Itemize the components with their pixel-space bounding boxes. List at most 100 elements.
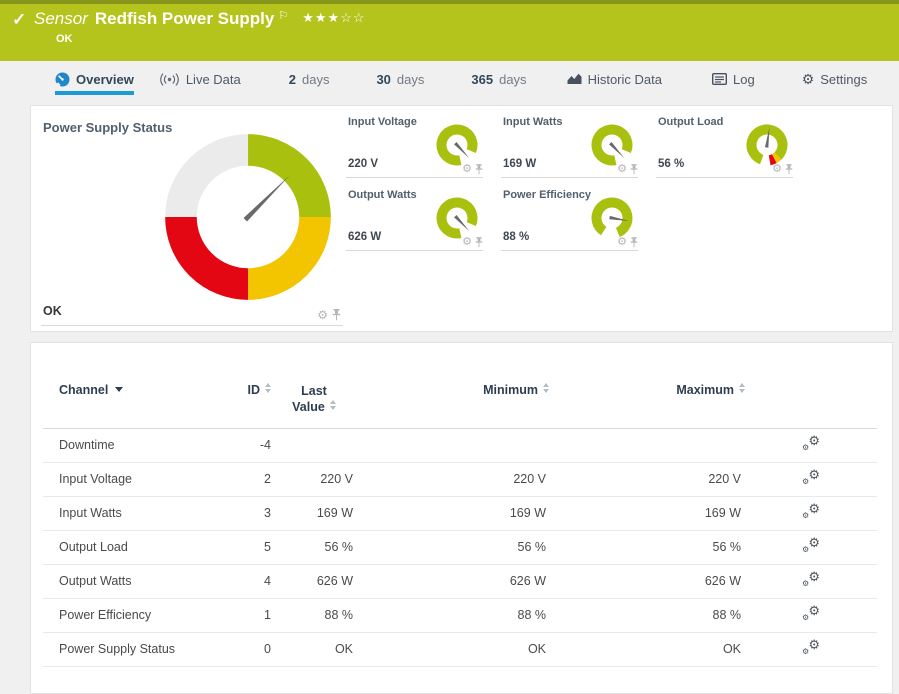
channel-minimum: 56 % [357, 530, 551, 565]
column-header-actions [745, 343, 877, 429]
tile-actions: ⚙ [317, 309, 341, 321]
gauge-needle [243, 175, 290, 222]
tab-settings[interactable]: ⚙ Settings [802, 61, 868, 95]
channel-settings-icon[interactable]: ⚙ ⚙ [802, 603, 820, 622]
channel-id: 0 [206, 632, 271, 667]
channel-settings-icon[interactable]: ⚙ ⚙ [802, 569, 820, 588]
power-efficiency-gauge[interactable] [588, 193, 636, 241]
sort-icon [543, 383, 549, 393]
channel-id: 5 [206, 530, 271, 565]
pin-icon[interactable] [332, 309, 341, 321]
gauge-settings-icon[interactable]: ⚙ [617, 163, 627, 175]
gauge-needle [764, 127, 770, 148]
gauges-panel: Power Supply Status OK ⚙ Input Voltage [30, 105, 893, 332]
input-voltage-gauge[interactable] [433, 120, 481, 168]
gauge-title: Input Watts [503, 116, 563, 128]
tab-365-days[interactable]: 365 days [471, 61, 526, 95]
tile-actions: ⚙ [772, 164, 793, 175]
channel-actions-cell: ⚙ ⚙ [745, 564, 877, 599]
gauge-needle [454, 142, 470, 159]
gauge-segment-gray [165, 134, 331, 300]
gauge-settings-icon[interactable]: ⚙ [462, 163, 472, 175]
channel-last-value [271, 428, 357, 463]
tab-live-data[interactable]: Live Data [159, 61, 241, 95]
output-load-gauge[interactable] [743, 120, 791, 168]
tab-number: 30 [376, 71, 391, 87]
column-header-last-value[interactable]: Last Value [271, 343, 357, 429]
channel-settings-icon[interactable]: ⚙ ⚙ [802, 637, 820, 656]
tile-actions: ⚙ [462, 164, 483, 175]
channel-name: Power Supply Status [43, 632, 206, 667]
gauge-settings-icon[interactable]: ⚙ [617, 236, 627, 248]
channel-id: 3 [206, 496, 271, 531]
sort-icon [739, 383, 745, 393]
channel-maximum: 169 W [551, 496, 745, 531]
channel-minimum [357, 428, 551, 463]
pin-icon[interactable] [475, 164, 483, 175]
tab-number: 2 [288, 71, 296, 87]
input-voltage-gauge-tile: Input Voltage 220 V ⚙ [346, 114, 483, 178]
channel-id: -4 [206, 428, 271, 463]
table-row: Output Load 5 56 % 56 % 56 % ⚙ ⚙ [43, 530, 877, 565]
channel-maximum: 88 % [551, 598, 745, 633]
column-header-maximum[interactable]: Maximum [551, 343, 745, 429]
gauge-title: Input Voltage [348, 116, 417, 128]
channel-settings-icon[interactable]: ⚙ ⚙ [802, 433, 820, 452]
status-check-icon: ✓ [12, 10, 27, 29]
output-watts-gauge[interactable] [433, 193, 481, 241]
tab-label: Log [732, 71, 755, 87]
gauge-settings-icon[interactable]: ⚙ [317, 308, 328, 322]
pin-icon[interactable] [630, 237, 638, 248]
tab-log[interactable]: Log [711, 61, 755, 95]
sensor-status-badge: OK [56, 33, 73, 45]
output-watts-gauge-tile: Output Watts 626 W ⚙ [346, 187, 483, 251]
table-row: Output Watts 4 626 W 626 W 626 W ⚙ ⚙ [43, 564, 877, 599]
gauge-title: Output Load [658, 116, 724, 128]
table-row: Input Voltage 2 220 V 220 V 220 V ⚙ ⚙ [43, 462, 877, 497]
channel-name: Output Watts [43, 564, 206, 599]
channel-settings-icon[interactable]: ⚙ ⚙ [802, 467, 820, 486]
input-watts-gauge-tile: Input Watts 169 W ⚙ [501, 114, 638, 178]
pin-icon[interactable] [630, 164, 638, 175]
column-header-id[interactable]: ID [206, 343, 271, 429]
channel-name: Input Watts [43, 496, 206, 531]
channel-id: 4 [206, 564, 271, 599]
channel-settings-icon[interactable]: ⚙ ⚙ [802, 535, 820, 554]
sort-icon [265, 383, 271, 393]
gauge-status-text: OK [43, 304, 62, 318]
gauge-settings-icon[interactable]: ⚙ [462, 236, 472, 248]
pin-icon[interactable] [785, 164, 793, 175]
table-row: Input Watts 3 169 W 169 W 169 W ⚙ ⚙ [43, 496, 877, 531]
tile-actions: ⚙ [462, 237, 483, 248]
sort-icon [329, 400, 336, 411]
tab-overview[interactable]: Overview [55, 61, 134, 95]
gauge-value: 88 % [503, 231, 530, 243]
table-row: Downtime -4 ⚙ ⚙ [43, 428, 877, 463]
tab-historic-data[interactable]: Historic Data [567, 61, 662, 95]
gauge-settings-icon[interactable]: ⚙ [772, 163, 782, 175]
tab-number: 365 [471, 71, 494, 87]
channel-last-value: 169 W [271, 496, 357, 531]
channel-minimum: 169 W [357, 496, 551, 531]
channel-table-panel: Channel ID Last Value Minimum Maximum Do… [30, 342, 893, 694]
tab-30-days[interactable]: 30 days [376, 61, 424, 95]
channel-name: Output Load [43, 530, 206, 565]
column-header-minimum[interactable]: Minimum [357, 343, 551, 429]
output-load-gauge-tile: Output Load 56 % ⚙ [656, 114, 793, 178]
broadcast-icon [159, 72, 179, 86]
pin-icon[interactable] [475, 237, 483, 248]
column-header-channel[interactable]: Channel [43, 343, 206, 429]
tab-2-days[interactable]: 2 days [289, 61, 330, 95]
power-supply-status-gauge[interactable] [157, 126, 339, 308]
gauge-title: Power Supply Status [43, 120, 173, 135]
gauge-title: Power Efficiency [503, 189, 592, 201]
gauge-title: Output Watts [348, 189, 417, 201]
channel-settings-icon[interactable]: ⚙ ⚙ [802, 501, 820, 520]
table-row: Power Efficiency 1 88 % 88 % 88 % ⚙ ⚙ [43, 598, 877, 633]
sensor-kind-label: Sensor [34, 9, 88, 28]
flag-icon[interactable]: ⚐ [278, 10, 289, 22]
channel-maximum: OK [551, 632, 745, 667]
input-watts-gauge[interactable] [588, 120, 636, 168]
star-rating[interactable]: ★★★☆☆ [302, 10, 366, 25]
channel-actions-cell: ⚙ ⚙ [745, 496, 877, 531]
